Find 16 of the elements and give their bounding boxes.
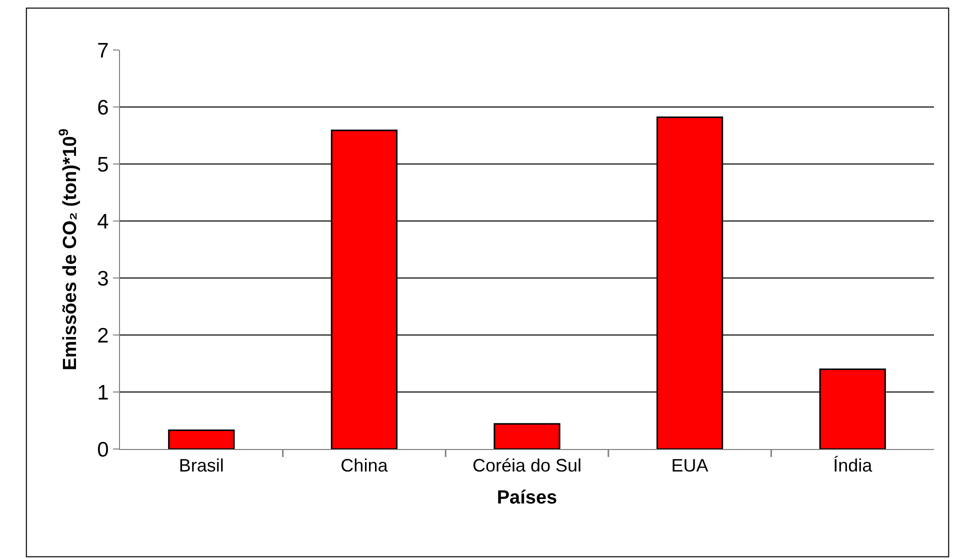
x-tick-label: Brasil xyxy=(178,456,224,476)
x-axis-title: Países xyxy=(496,487,558,508)
x-tick-label: Índia xyxy=(833,456,874,476)
x-tick-label: China xyxy=(340,456,389,476)
y-tick-label: 0 xyxy=(97,438,109,462)
y-tick-label: 5 xyxy=(97,153,109,176)
x-tick-label: Coréia do Sul xyxy=(472,456,582,476)
y-tick-label: 7 xyxy=(97,39,109,62)
y-tick-label: 4 xyxy=(97,210,110,234)
y-tick-label: 2 xyxy=(97,324,109,348)
y-tick-label: 6 xyxy=(97,96,109,120)
y-tick-label: 3 xyxy=(97,267,109,290)
bar xyxy=(494,423,560,449)
y-tick-label: 1 xyxy=(97,381,109,404)
bar xyxy=(168,429,235,449)
x-tick-label: EUA xyxy=(671,456,708,476)
